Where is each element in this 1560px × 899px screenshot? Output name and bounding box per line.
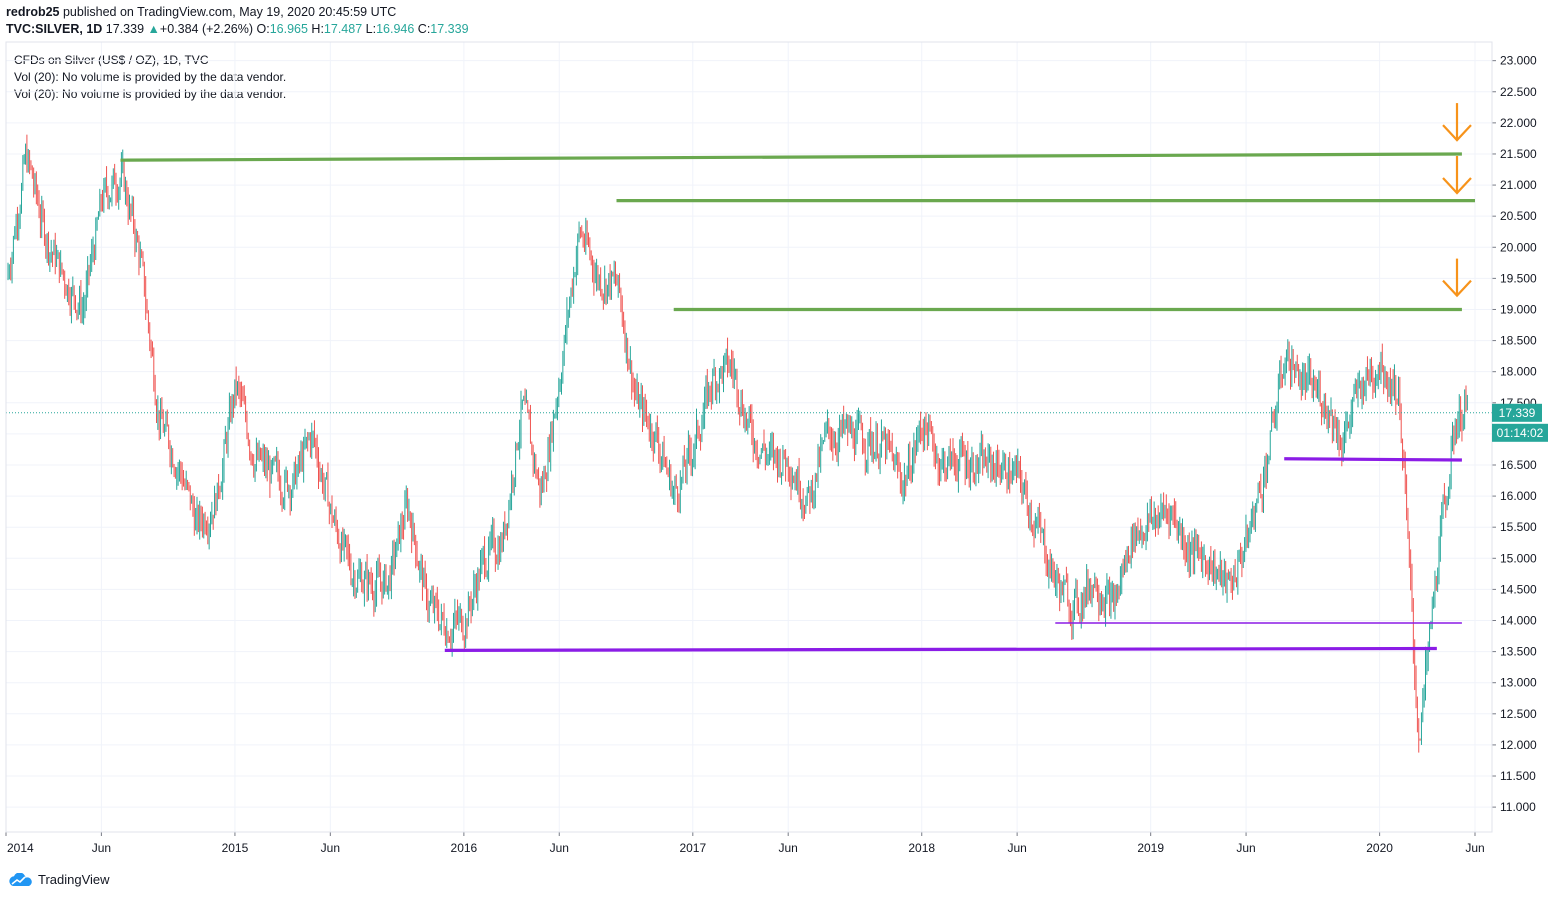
price-badge-bg [1492,403,1542,422]
y-tick-label: 11.000 [1500,800,1536,814]
publisher-name[interactable]: redrob25 [6,5,60,19]
brand-name: TradingView [38,872,110,887]
y-tick-label: 16.000 [1500,489,1537,503]
low-value: 16.946 [376,22,415,36]
countdown-badge: 01:14:02 [1497,426,1544,440]
grid [5,42,1492,832]
ohlc-bar: TVC:SILVER, 1D 17.339 ▲+0.384 (+2.26%) O… [6,22,469,36]
y-tick-label: 15.000 [1500,551,1537,565]
y-tick-label: 12.000 [1500,738,1537,752]
close-label: C: [417,22,431,36]
x-tick-label: Jun [321,841,340,855]
x-tick-label: 2016 [451,841,478,855]
down-arrow-icon [1442,155,1472,195]
cloud-icon [9,872,32,886]
x-tick-label: Jun [1465,841,1484,855]
x-tick-label: Jun [550,841,569,855]
y-tick-label: 14.500 [1500,582,1537,596]
axes: 11.000 11.500 12.000 12.500 13.000 13.500 14.0… [5,41,1537,855]
change: +0.384 (+2.26%) [159,22,254,36]
x-tick-label: Jun [779,841,798,855]
y-tick-label: 16.500 [1500,458,1537,472]
y-tick-label: 14.000 [1500,614,1537,628]
tradingview-logo[interactable]: TradingView [8,872,110,887]
y-tick-label: 20.000 [1500,240,1537,254]
y-tick-label: 15.500 [1500,520,1537,534]
chart-legend: CFDs on Silver (US$ / OZ), 1D, TVC Vol (… [14,52,286,103]
y-tick-label: 18.500 [1500,334,1537,348]
legend-title: CFDs on Silver (US$ / OZ), 1D, TVC [14,53,209,67]
publish-info: redrob25 published on TradingView.com, M… [6,5,396,19]
y-tick-label: 18.000 [1500,365,1537,379]
y-tick-label: 13.500 [1500,645,1537,659]
x-tick-label: Jun [1007,841,1026,855]
y-tick-label: 12.500 [1500,707,1537,721]
legend-vol-1: Vol (20): No volume is provided by the d… [14,70,287,84]
price-badges: 17.339 01:14:02 [1492,403,1548,442]
x-tick-label: 2020 [1366,841,1393,855]
y-tick-label: 19.500 [1500,271,1537,285]
close-value: 17.339 [430,22,469,36]
y-tick-label: 22.500 [1500,85,1537,99]
x-tick-label: 2014 [7,841,34,855]
open-value: 16.965 [269,22,308,36]
legend-vol-2: Vol (20): No volume is provided by the d… [14,87,287,101]
open-label: O: [256,22,270,36]
y-tick-label: 23.000 [1500,54,1537,68]
y-tick-label: 19.000 [1500,302,1537,316]
symbol: TVC:SILVER, 1D [6,22,103,36]
down-arrow-icon [1442,258,1472,298]
countdown-badge-bg [1492,423,1548,442]
change-up-icon: ▲ [147,22,160,36]
y-tick-label: 21.500 [1500,147,1537,161]
low-label: L: [365,22,377,36]
x-tick-label: 2018 [908,841,935,855]
support-line [1284,457,1462,462]
down-arrow-icon [1442,103,1472,142]
y-tick-label: 21.000 [1500,178,1537,192]
price-badge: 17.339 [1499,406,1536,420]
y-tick-label: 20.500 [1500,209,1537,223]
x-tick-label: 2017 [679,841,706,855]
y-tick-label: 11.500 [1500,769,1536,783]
resistance-line [120,152,1462,162]
x-tick-label: Jun [1236,841,1255,855]
x-tick-label: Jun [92,841,111,855]
support-line [444,646,1437,652]
high-label: H: [311,22,324,36]
publish-text: published on TradingView.com, May 19, 20… [59,5,397,19]
annotation-arrows [1442,103,1472,298]
high-value: 17.487 [323,22,363,36]
y-tick-label: 22.000 [1500,116,1537,130]
y-tick-label: 13.000 [1500,676,1537,690]
candles [7,134,1468,753]
x-tick-label: 2019 [1137,841,1164,855]
x-tick-label: 2015 [222,841,249,855]
trend-lines [6,152,1492,652]
last-price: 17.339 [105,22,145,36]
